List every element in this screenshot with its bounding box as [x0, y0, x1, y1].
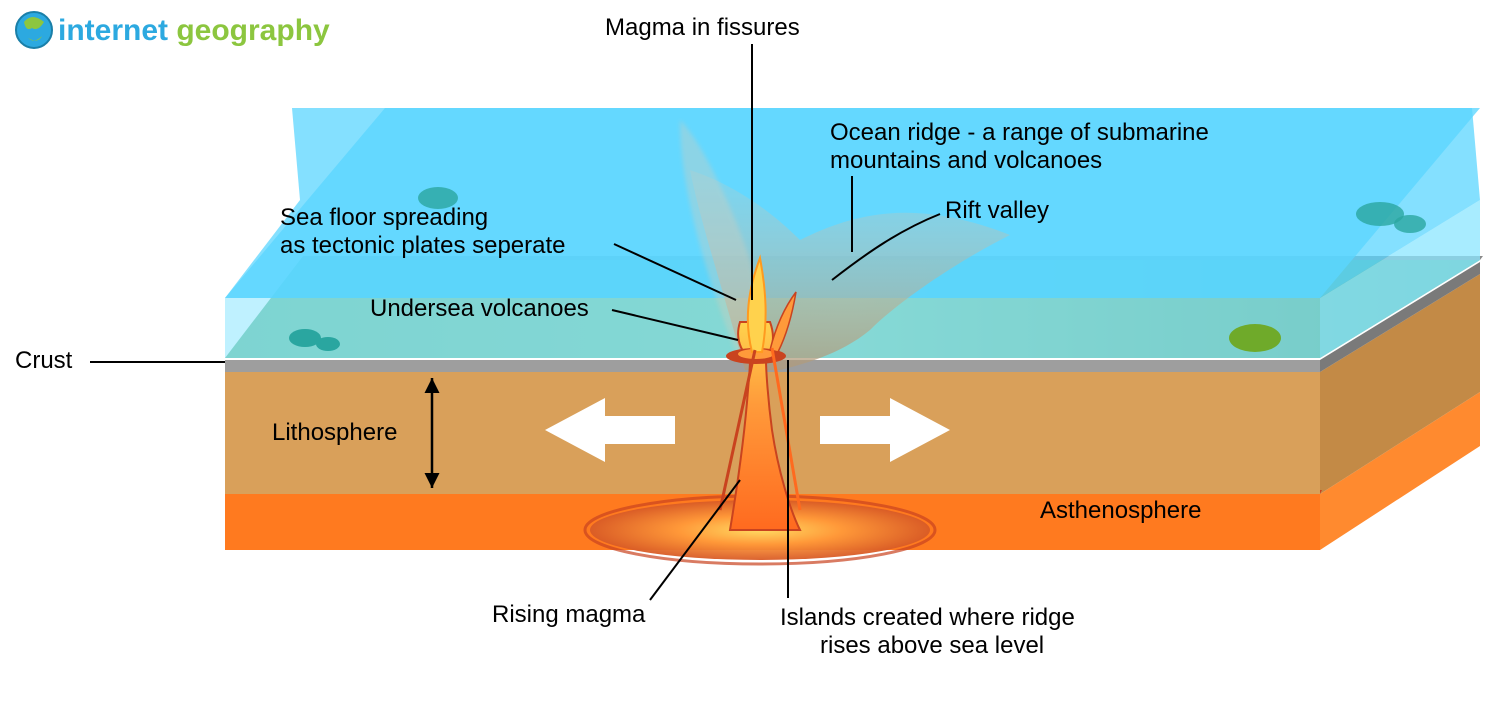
label-asthenosphere: Asthenosphere: [1040, 497, 1201, 524]
logo-text-2: geography: [168, 14, 330, 47]
logo-text: internet geography: [58, 14, 330, 47]
label-rising-magma: Rising magma: [492, 601, 646, 628]
label-sfs-l1: Sea floor spreading: [280, 204, 488, 231]
label-islands: Islands created where ridge rises above …: [780, 604, 1082, 659]
label-rift-valley: Rift valley: [945, 197, 1049, 224]
label-undersea-volcanoes: Undersea volcanoes: [370, 295, 589, 322]
label-islands-l1: Islands created where ridge: [780, 604, 1075, 631]
label-lithosphere: Lithosphere: [272, 419, 397, 446]
rock-6: [1394, 215, 1426, 233]
logo-text-1: internet: [58, 14, 168, 47]
label-islands-l2: rises above sea level: [820, 632, 1044, 659]
label-ocean-ridge-l2: mountains and volcanoes: [830, 147, 1102, 174]
logo: internet geography: [16, 12, 330, 48]
label-crust: Crust: [15, 347, 73, 374]
label-sfs-l2: as tectonic plates seperate: [280, 232, 566, 259]
rock-2: [316, 337, 340, 351]
label-magma-fissures: Magma in fissures: [605, 14, 800, 41]
rock-4: [1229, 324, 1281, 352]
diagram-block: [225, 108, 1483, 564]
label-ocean-ridge-l1: Ocean ridge - a range of submarine: [830, 119, 1209, 146]
